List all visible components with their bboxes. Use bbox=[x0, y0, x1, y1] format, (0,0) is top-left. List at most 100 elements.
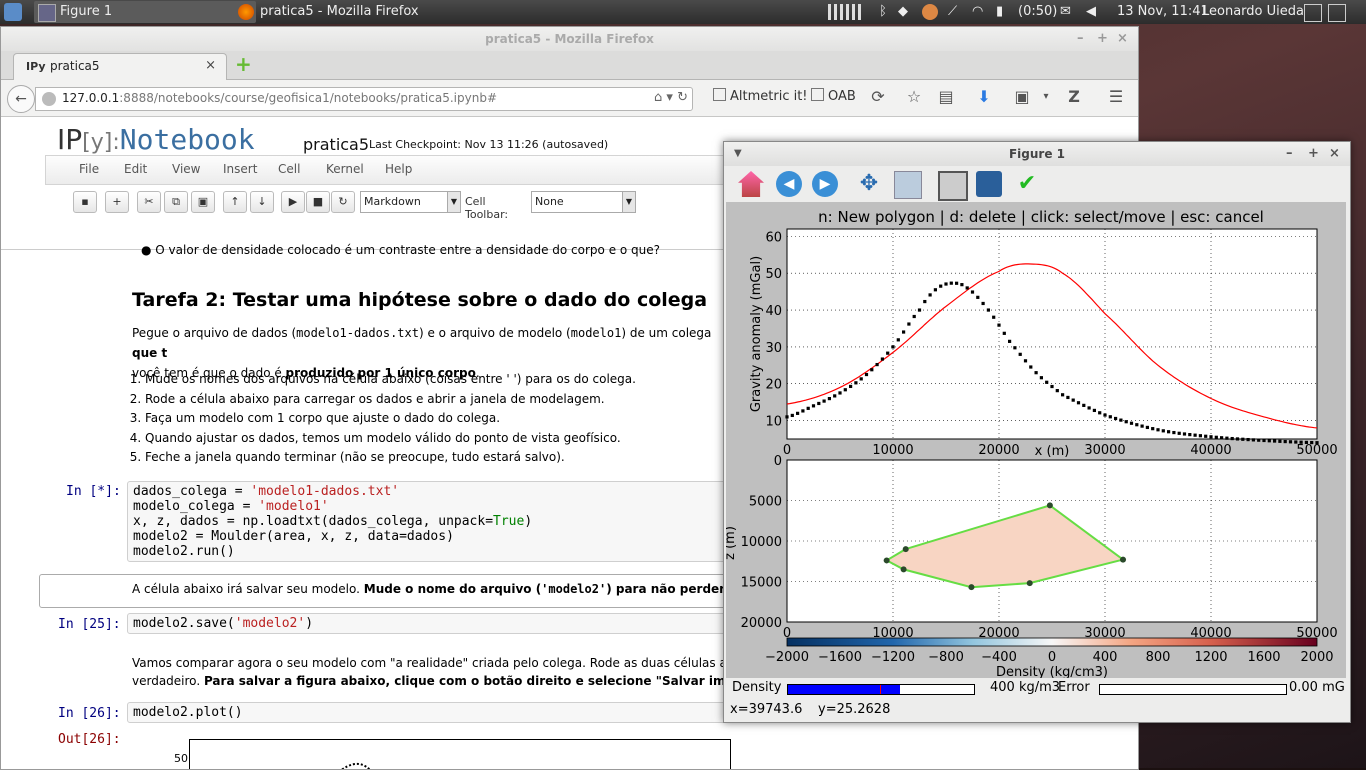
code-cell-load[interactable]: dados_colega = 'modelo1-dados.txt' model… bbox=[127, 481, 739, 562]
density-slider[interactable] bbox=[787, 684, 975, 695]
zoom-icon[interactable] bbox=[894, 171, 922, 199]
back-icon[interactable]: ◀ bbox=[776, 171, 802, 197]
new-tab-icon[interactable]: + bbox=[235, 52, 252, 76]
polygon-vertex[interactable] bbox=[900, 566, 907, 573]
menu-view[interactable]: View bbox=[172, 162, 201, 176]
subplots-icon[interactable] bbox=[938, 171, 968, 201]
menu-kernel[interactable]: Kernel bbox=[326, 162, 364, 176]
download-icon[interactable]: ⬇ bbox=[977, 87, 991, 106]
user-name[interactable]: Leonardo Uieda bbox=[1202, 4, 1304, 19]
battery-icon[interactable]: ▮ bbox=[996, 4, 1004, 19]
restart-icon[interactable]: ↻ bbox=[331, 191, 355, 213]
firefox-titlebar: pratica5 - Mozilla Firefox – + × bbox=[1, 27, 1138, 51]
observed-point bbox=[1140, 424, 1144, 428]
clock[interactable]: 13 Nov, 11:41 bbox=[1117, 4, 1209, 19]
menu-icon[interactable] bbox=[4, 3, 22, 21]
observed-point bbox=[1002, 331, 1006, 335]
network-icon[interactable]: ⟋ bbox=[948, 4, 958, 19]
model-polygon[interactable] bbox=[884, 504, 1126, 589]
dropbox-icon[interactable]: ◆ bbox=[898, 4, 908, 19]
save-icon[interactable]: ▪ bbox=[73, 191, 97, 213]
run-icon[interactable]: ▶ bbox=[281, 191, 305, 213]
minimize-icon[interactable]: – bbox=[1286, 146, 1293, 161]
paste-icon[interactable]: ▣ bbox=[191, 191, 215, 213]
wifi-icon[interactable]: ◠ bbox=[972, 4, 984, 19]
figure-canvas[interactable]: n: New polygon | d: delete | click: sele… bbox=[723, 202, 1346, 680]
hamburger-menu-icon[interactable]: ☰ bbox=[1108, 87, 1124, 106]
polygon-vertex[interactable] bbox=[1120, 556, 1127, 563]
cut-icon[interactable]: ✂ bbox=[137, 191, 161, 213]
session-icon[interactable] bbox=[1304, 4, 1322, 22]
zotero-icon[interactable]: Z bbox=[1068, 87, 1080, 106]
menu-cell[interactable]: Cell bbox=[278, 162, 301, 176]
observed-point bbox=[1008, 339, 1012, 343]
close-icon[interactable]: × bbox=[1117, 31, 1128, 46]
bluetooth-icon[interactable]: ᛒ bbox=[879, 4, 887, 19]
forward-icon[interactable]: ▶ bbox=[812, 171, 838, 197]
tab-close-icon[interactable]: × bbox=[205, 58, 216, 73]
bookmark-altmetric[interactable]: Altmetric it! bbox=[713, 88, 808, 104]
polygon-vertex[interactable] bbox=[883, 557, 890, 564]
tab-pratica5[interactable]: IPy pratica5 × bbox=[13, 53, 227, 80]
volume-icon[interactable]: ◀ bbox=[1086, 4, 1096, 19]
url-bar[interactable]: 127.0.0.1:8888/notebooks/course/geofisic… bbox=[35, 87, 693, 111]
code-cell-plot[interactable]: modelo2.plot() bbox=[127, 702, 739, 723]
move-down-icon[interactable]: ↓ bbox=[250, 191, 274, 213]
insert-cell-icon[interactable]: + bbox=[105, 191, 129, 213]
volume-bars-icon[interactable] bbox=[828, 4, 864, 20]
update-icon[interactable] bbox=[922, 4, 938, 20]
window-menu-icon[interactable]: ▼ bbox=[734, 148, 742, 159]
mail-icon[interactable]: ✉ bbox=[1060, 4, 1071, 19]
pan-icon[interactable]: ✥ bbox=[859, 171, 879, 196]
menu-help[interactable]: Help bbox=[385, 162, 413, 176]
copy-icon[interactable]: ⧉ bbox=[164, 191, 188, 213]
checkbox-icon bbox=[811, 88, 824, 101]
polygon-vertices[interactable] bbox=[883, 502, 1127, 591]
stop-icon[interactable]: ■ bbox=[306, 191, 330, 213]
observed-point bbox=[1283, 439, 1287, 444]
pocket-icon[interactable]: ▣ bbox=[1014, 87, 1030, 106]
cell-type-value: Markdown bbox=[364, 195, 421, 208]
close-icon[interactable]: × bbox=[1329, 146, 1340, 161]
cell-toolbar-select[interactable]: None ▼ bbox=[531, 191, 636, 213]
minimize-icon[interactable]: – bbox=[1077, 31, 1084, 46]
polygon-vertex[interactable] bbox=[968, 584, 975, 591]
error-slider[interactable] bbox=[1099, 684, 1287, 695]
reload-icon[interactable]: ↻ bbox=[677, 90, 688, 105]
menu-insert[interactable]: Insert bbox=[223, 162, 258, 176]
menu-edit[interactable]: Edit bbox=[124, 162, 148, 176]
move-up-icon[interactable]: ↑ bbox=[223, 191, 247, 213]
cell-type-select[interactable]: Markdown ▼ bbox=[360, 191, 461, 213]
back-button[interactable]: ← bbox=[7, 85, 35, 113]
task-figure[interactable]: Figure 1 bbox=[34, 1, 256, 23]
bookmark-oab[interactable]: OAB bbox=[811, 88, 856, 104]
bookmarks-list-icon[interactable]: ▤ bbox=[938, 87, 954, 106]
menu-file[interactable]: File bbox=[79, 162, 100, 176]
error-label: Error bbox=[1058, 680, 1090, 695]
code-cell-save[interactable]: modelo2.save('modelo2') bbox=[127, 613, 739, 634]
window-list-icon[interactable] bbox=[1328, 4, 1346, 22]
ipython-logo[interactable]: IP[y]:Notebook bbox=[57, 123, 255, 156]
y-tick-label: 30 bbox=[765, 341, 782, 356]
checkmark-icon[interactable]: ✔ bbox=[1017, 171, 1037, 196]
task-firefox[interactable]: pratica5 - Mozilla Firefox bbox=[234, 1, 500, 23]
polygon-vertex[interactable] bbox=[902, 546, 909, 553]
bold-text: ) para não perder seus dad bbox=[606, 582, 732, 596]
maximize-icon[interactable]: + bbox=[1097, 31, 1108, 46]
figure-svg[interactable]: n: New polygon | d: delete | click: sele… bbox=[723, 202, 1346, 680]
observed-point bbox=[849, 384, 853, 389]
sync-icon[interactable]: ⟳ bbox=[871, 87, 885, 106]
inline-code: modelo1 bbox=[570, 326, 622, 340]
home-bookmark-icon[interactable]: ⌂ bbox=[654, 90, 663, 105]
observed-point bbox=[859, 377, 863, 381]
density-label: Density bbox=[732, 680, 782, 695]
polygon-vertex[interactable] bbox=[1046, 502, 1053, 509]
polygon-vertex[interactable] bbox=[1026, 580, 1033, 587]
save-figure-icon[interactable] bbox=[976, 171, 1002, 197]
home-icon[interactable] bbox=[738, 171, 764, 197]
pocket-dropdown-icon[interactable]: ▾ bbox=[1043, 91, 1049, 102]
dropdown-icon[interactable]: ▾ bbox=[666, 90, 673, 105]
maximize-icon[interactable]: + bbox=[1308, 146, 1319, 161]
notebook-name[interactable]: pratica5 bbox=[303, 135, 370, 154]
star-icon[interactable]: ☆ bbox=[906, 87, 922, 106]
